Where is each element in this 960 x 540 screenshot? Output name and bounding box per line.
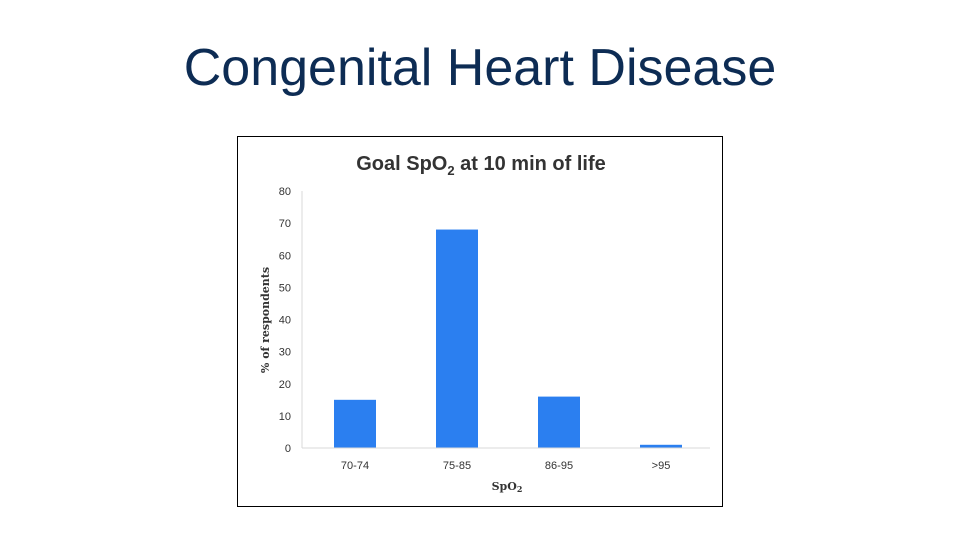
chart-title-suffix: at 10 min of life — [455, 153, 606, 175]
x-tick-label: 86-95 — [545, 460, 573, 472]
y-tick-label: 70 — [279, 218, 291, 230]
x-axis-label-main: SpO — [492, 480, 518, 493]
bar — [436, 229, 478, 448]
chart-title: Goal SpO2 at 10 min of life — [356, 153, 606, 178]
y-tick-label: 60 — [279, 250, 291, 262]
x-tick-label: >95 — [652, 460, 671, 472]
chart-frame: Goal SpO2 at 10 min of life 0 10 20 30 40 50 6… — [237, 136, 723, 507]
x-axis-label-subscript: 2 — [517, 484, 523, 494]
y-tick-label: 20 — [279, 379, 291, 391]
y-tick-label: 50 — [279, 282, 291, 294]
y-tick-label: 10 — [279, 411, 291, 423]
y-tick-label: 80 — [279, 186, 291, 198]
x-axis-ticks: 70-74 75-85 86-95 >95 — [341, 460, 670, 472]
y-axis-ticks: 0 10 20 30 40 50 60 70 80 — [279, 186, 291, 455]
y-tick-label: 40 — [279, 315, 291, 327]
bar-chart: Goal SpO2 at 10 min of life 010203040506… — [259, 153, 710, 494]
chart-title-subscript: 2 — [447, 163, 454, 178]
y-tick-label: 0 — [285, 443, 291, 455]
bars — [334, 229, 682, 448]
bar — [640, 444, 682, 448]
x-tick-label: 70-74 — [341, 460, 369, 472]
x-tick-label: 75-85 — [443, 460, 471, 472]
y-axis-label: % of respondents — [259, 267, 272, 373]
slide-title: Congenital Heart Disease — [183, 39, 777, 97]
y-tick-label: 30 — [279, 347, 291, 359]
x-axis-label: SpO2 — [492, 480, 523, 494]
chart-title-prefix: Goal SpO — [356, 153, 447, 175]
bar — [538, 396, 580, 448]
bar — [334, 399, 376, 448]
